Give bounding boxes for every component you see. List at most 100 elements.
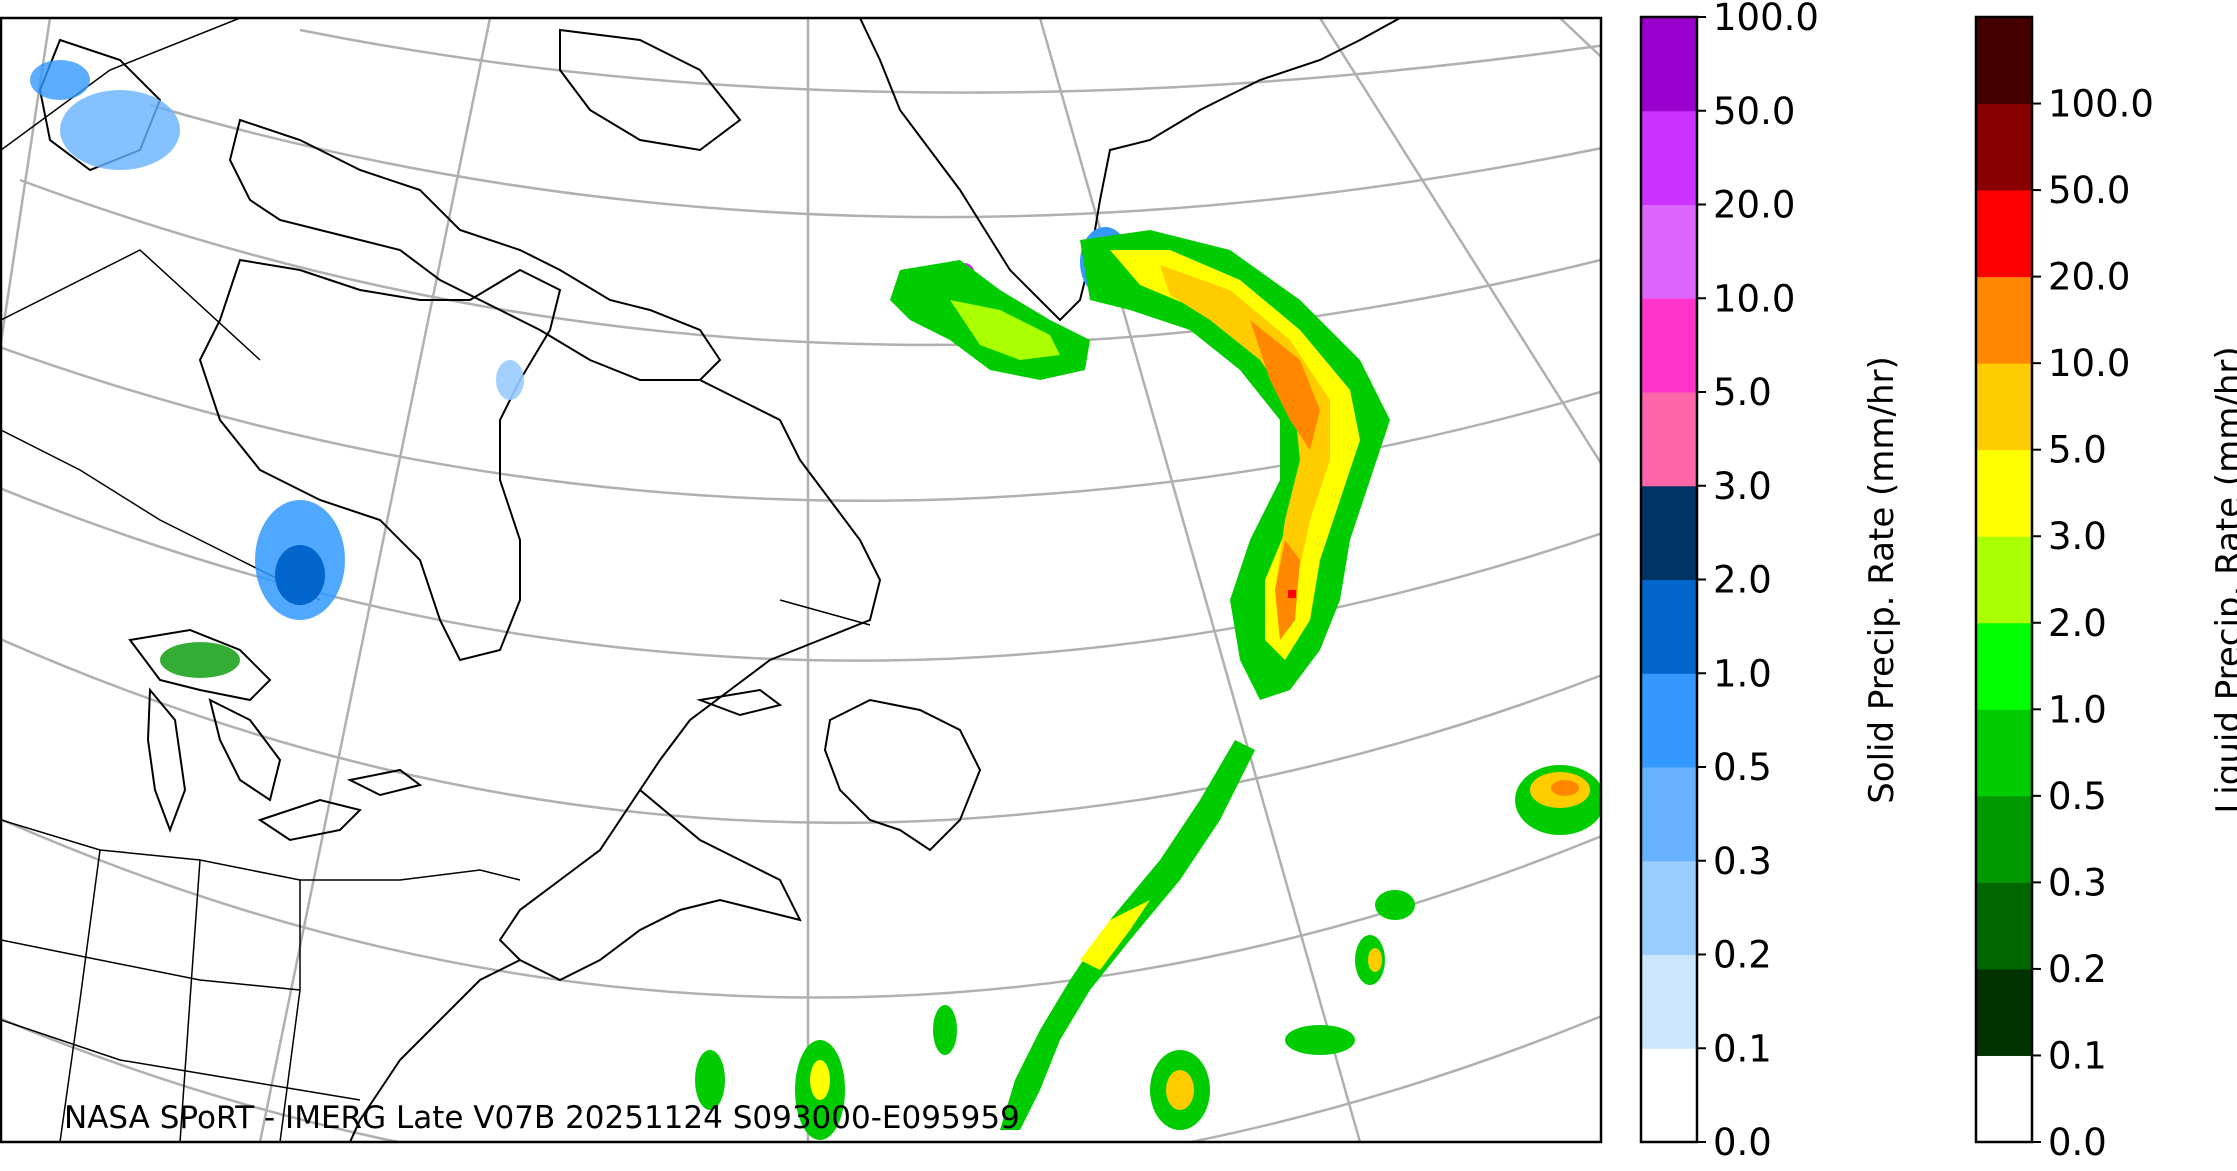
coastline-maritimes — [498, 788, 802, 982]
solid-precip-cell — [496, 360, 524, 400]
solid-colorbar-segment — [1641, 954, 1697, 1049]
border-line — [1, 249, 261, 361]
solid-colorbar-tick-label: 3.0 — [1713, 465, 1772, 508]
latitude-line — [520, 0, 1600, 3]
border-line — [1, 939, 301, 991]
solid-colorbar-segment — [1641, 579, 1697, 674]
coastline-greenland — [859, 18, 1401, 322]
solid-precip-colorbar: Solid Precip. Rate (mm/hr) 0.0 0.1 0.2 0.3 0… — [1639, 0, 1902, 1164]
liquid-colorbar-label: Liquid Precip. Rate (mm/hr) — [2209, 346, 2237, 813]
liquid-colorbar-tick-label: 50.0 — [2048, 169, 2130, 212]
solid-colorbar-segment — [1641, 860, 1697, 955]
solid-colorbar-tick-label: 2.0 — [1713, 559, 1772, 602]
liquid-precip-cell — [1551, 780, 1579, 796]
liquid-colorbar-tick-label: 100.0 — [2048, 83, 2154, 126]
solid-colorbar-tick-label: 100.0 — [1713, 0, 1819, 39]
solid-colorbar-tick-label: 10.0 — [1713, 277, 1795, 320]
latitude-line — [1, 1014, 1601, 1142]
solid-colorbar-tick-label: 0.2 — [1713, 934, 1772, 977]
solid-colorbar-segment — [1641, 204, 1697, 299]
solid-colorbar-tick-label: 50.0 — [1713, 90, 1795, 133]
longitude-line — [1559, 18, 1601, 59]
liquid-colorbar-tick-label: 0.0 — [2048, 1121, 2107, 1164]
liquid-precip-field — [160, 230, 1601, 1140]
solid-colorbar-label: Solid Precip. Rate (mm/hr) — [1862, 356, 1902, 804]
liquid-precip-cell — [695, 1050, 725, 1110]
latitude-line — [1, 346, 1601, 502]
solid-colorbar-segment — [1641, 392, 1697, 487]
liquid-colorbar-segment — [1976, 709, 2032, 797]
credit-text: NASA SPoRT - IMERG Late V07B 20251124 S0… — [64, 1100, 1020, 1136]
solid-colorbar-segment — [1641, 110, 1697, 205]
border-line — [1, 1019, 361, 1101]
coastline-baffin — [228, 118, 722, 381]
liquid-precip-max — [1288, 590, 1296, 598]
latitude-line — [149, 103, 1601, 219]
liquid-colorbar-segment — [1976, 795, 2032, 883]
coastline-hudson-bay — [198, 258, 562, 662]
liquid-precip-colorbar: Liquid Precip. Rate (mm/hr) 0.0 0.1 0.2 0.3… — [1974, 15, 2237, 1164]
solid-colorbar-segment — [1641, 485, 1697, 580]
longitude-line — [1, 18, 52, 351]
liquid-colorbar-tick-label: 0.2 — [2048, 948, 2107, 991]
solid-colorbar-segment — [1641, 767, 1697, 862]
liquid-precip-band — [1000, 740, 1255, 1130]
coastline-arctic-islands — [559, 28, 742, 152]
longitude-line — [258, 18, 492, 1142]
liquid-colorbar-segment — [1976, 968, 2032, 1056]
great-lakes — [346, 768, 423, 797]
liquid-colorbar-segment — [1976, 449, 2032, 537]
solid-colorbar-segment — [1641, 673, 1697, 768]
coastline-anticosti — [696, 688, 783, 717]
border-line — [279, 880, 301, 1142]
solid-colorbar-tick-label: 0.5 — [1713, 746, 1772, 789]
liquid-colorbar-segment — [1976, 103, 2032, 191]
solid-colorbar-tick-label: 0.3 — [1713, 840, 1772, 883]
liquid-colorbar-tick-label: 0.3 — [2048, 861, 2107, 904]
latitude-line — [19, 178, 1601, 347]
liquid-precip-cell — [933, 1005, 957, 1055]
liquid-colorbar-tick-label: 10.0 — [2048, 342, 2130, 385]
solid-colorbar-tick-label: 5.0 — [1713, 371, 1772, 414]
liquid-precip-cell — [1285, 1025, 1355, 1055]
liquid-colorbar-segment — [1976, 882, 2032, 970]
liquid-colorbar-tick-label: 20.0 — [2048, 256, 2130, 299]
border-line — [59, 849, 101, 1142]
longitude-line — [1038, 18, 1362, 1142]
liquid-colorbar-tick-label: 0.5 — [2048, 775, 2107, 818]
great-lakes — [257, 798, 362, 842]
liquid-colorbar-segment — [1976, 536, 2032, 624]
coastline-labrador — [639, 379, 882, 791]
liquid-colorbar-segment — [1976, 363, 2032, 451]
liquid-precip-band — [1080, 900, 1150, 970]
liquid-colorbar-segment — [1976, 622, 2032, 710]
solid-colorbar-tick-label: 0.1 — [1713, 1027, 1772, 1070]
liquid-precip-band — [950, 300, 1060, 360]
border-line — [1, 18, 241, 151]
solid-colorbar-tick-label: 0.0 — [1713, 1121, 1772, 1164]
map-panel: NASA SPoRT - IMERG Late V07B 20251124 S0… — [0, 0, 1603, 1144]
solid-colorbar-segment — [1641, 17, 1697, 112]
solid-colorbar-tick-label: 20.0 — [1713, 184, 1795, 227]
political-borders — [1, 18, 871, 1142]
solid-precip-cell — [30, 60, 90, 100]
liquid-precip-cell — [810, 1060, 830, 1100]
coastline-newfoundland — [823, 698, 982, 852]
solid-precip-cell — [60, 90, 180, 170]
coastline-us-east — [349, 959, 521, 1142]
liquid-precip-cell — [1375, 890, 1415, 920]
longitude-line — [1318, 18, 1601, 466]
liquid-precip-cell — [1166, 1070, 1194, 1110]
solid-colorbar-segment — [1641, 298, 1697, 393]
border-line — [779, 599, 871, 626]
liquid-colorbar-tick-label: 5.0 — [2048, 429, 2107, 472]
border-line — [179, 859, 201, 1142]
latitude-line — [1, 487, 1601, 662]
liquid-colorbar-tick-label: 2.0 — [2048, 602, 2107, 645]
liquid-precip-band — [1250, 320, 1320, 450]
solid-colorbar-tick-label: 1.0 — [1713, 652, 1772, 695]
liquid-colorbar-frame — [1974, 15, 2034, 1144]
solid-colorbar-segment — [1641, 1048, 1697, 1143]
